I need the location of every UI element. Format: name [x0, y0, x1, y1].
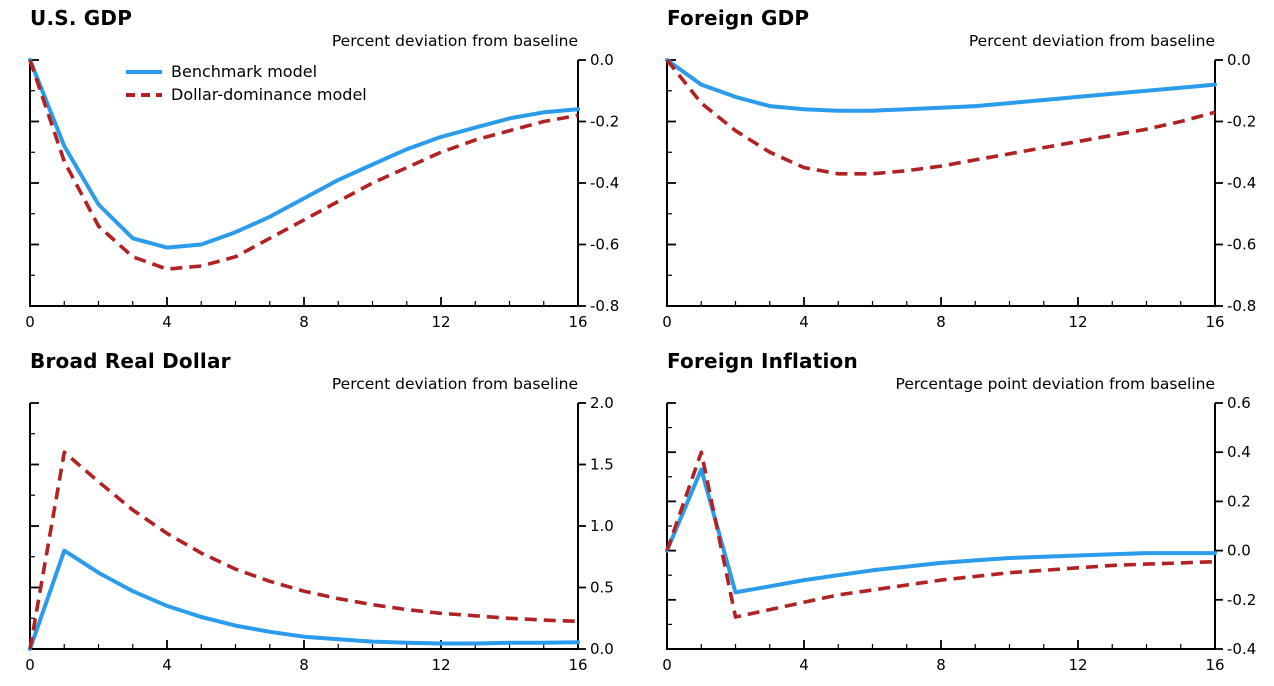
svg-text:-0.4: -0.4	[1227, 640, 1256, 658]
svg-text:12: 12	[1068, 656, 1087, 674]
svg-text:-0.8: -0.8	[1227, 297, 1256, 315]
svg-text:-0.2: -0.2	[1227, 113, 1256, 131]
foreign-gdp-title: Foreign GDP	[667, 6, 810, 30]
legend-item-dollar-dominance: Dollar-dominance model	[126, 86, 367, 104]
svg-text:0.0: 0.0	[1227, 542, 1251, 560]
svg-text:0: 0	[662, 313, 672, 331]
us-gdp-subtitle: Percent deviation from baseline	[331, 32, 578, 50]
svg-text:0: 0	[25, 656, 35, 674]
svg-text:0.0: 0.0	[1227, 52, 1251, 69]
svg-text:-0.8: -0.8	[590, 297, 619, 315]
foreign-inflation-title: Foreign Inflation	[667, 349, 858, 373]
svg-text:0.0: 0.0	[590, 640, 614, 658]
svg-text:8: 8	[299, 656, 309, 674]
svg-text:4: 4	[799, 656, 809, 674]
svg-text:12: 12	[431, 656, 450, 674]
svg-text:-0.6: -0.6	[1227, 236, 1256, 254]
svg-text:0.0: 0.0	[590, 52, 614, 69]
chart-legend: Benchmark model Dollar-dominance model	[126, 63, 367, 104]
foreign-gdp-chart-canvas: 0 4 8 12 16-0.8 -0.6 -0.4 -0.2 0.0	[662, 52, 1256, 331]
broad-real-dollar-subtitle: Percent deviation from baseline	[331, 375, 578, 393]
svg-text:8: 8	[936, 313, 946, 331]
svg-text:1.5: 1.5	[590, 456, 614, 474]
svg-text:1.0: 1.0	[590, 517, 614, 535]
svg-text:16: 16	[1205, 313, 1224, 331]
svg-text:4: 4	[162, 313, 172, 331]
svg-text:0.6: 0.6	[1227, 395, 1251, 412]
legend-item-benchmark: Benchmark model	[126, 63, 367, 81]
svg-text:0.4: 0.4	[1227, 443, 1251, 461]
panel-foreign-inflation: Foreign Inflation Percentage point devia…	[637, 343, 1274, 686]
svg-text:16: 16	[1205, 656, 1224, 674]
svg-text:2.0: 2.0	[590, 395, 614, 412]
panel-foreign-gdp: Foreign GDP Percent deviation from basel…	[637, 0, 1274, 343]
svg-text:12: 12	[431, 313, 450, 331]
svg-text:0: 0	[662, 656, 672, 674]
us-gdp-title: U.S. GDP	[30, 6, 133, 30]
svg-text:-0.4: -0.4	[1227, 174, 1256, 192]
foreign-gdp-subtitle: Percent deviation from baseline	[968, 32, 1215, 50]
svg-text:-0.4: -0.4	[590, 174, 619, 192]
svg-text:-0.2: -0.2	[1227, 591, 1256, 609]
svg-text:-0.6: -0.6	[590, 236, 619, 254]
panel-us-gdp: U.S. GDP Percent deviation from baseline…	[0, 0, 637, 343]
svg-text:12: 12	[1068, 313, 1087, 331]
foreign-inflation-subtitle: Percentage point deviation from baseline	[895, 375, 1215, 393]
dollar-dominance-line-swatch	[126, 93, 162, 97]
svg-text:0.2: 0.2	[1227, 492, 1251, 510]
svg-text:8: 8	[936, 656, 946, 674]
svg-text:8: 8	[299, 313, 309, 331]
svg-text:4: 4	[162, 656, 172, 674]
foreign-inflation-chart-canvas: 0 4 8 12 16-0.4 -0.2 0.0 0.2 0.4 0.6	[662, 395, 1256, 674]
svg-text:16: 16	[568, 313, 587, 331]
svg-text:4: 4	[799, 313, 809, 331]
svg-text:-0.2: -0.2	[590, 113, 619, 131]
svg-text:16: 16	[568, 656, 587, 674]
panel-broad-real-dollar: Broad Real Dollar Percent deviation from…	[0, 343, 637, 686]
legend-label-dollar-dominance: Dollar-dominance model	[171, 85, 367, 104]
svg-text:0: 0	[25, 313, 35, 331]
benchmark-line-swatch	[126, 70, 162, 74]
broad-real-dollar-chart-canvas: 0 4 8 12 160.0 0.5 1.0 1.5 2.0	[25, 395, 614, 674]
broad-real-dollar-title: Broad Real Dollar	[30, 349, 231, 373]
legend-label-benchmark: Benchmark model	[171, 62, 318, 81]
us-gdp-chart-canvas: 0 4 8 12 16-0.8 -0.6 -0.4 -0.2 0.0	[25, 52, 619, 331]
svg-text:0.5: 0.5	[590, 579, 614, 597]
